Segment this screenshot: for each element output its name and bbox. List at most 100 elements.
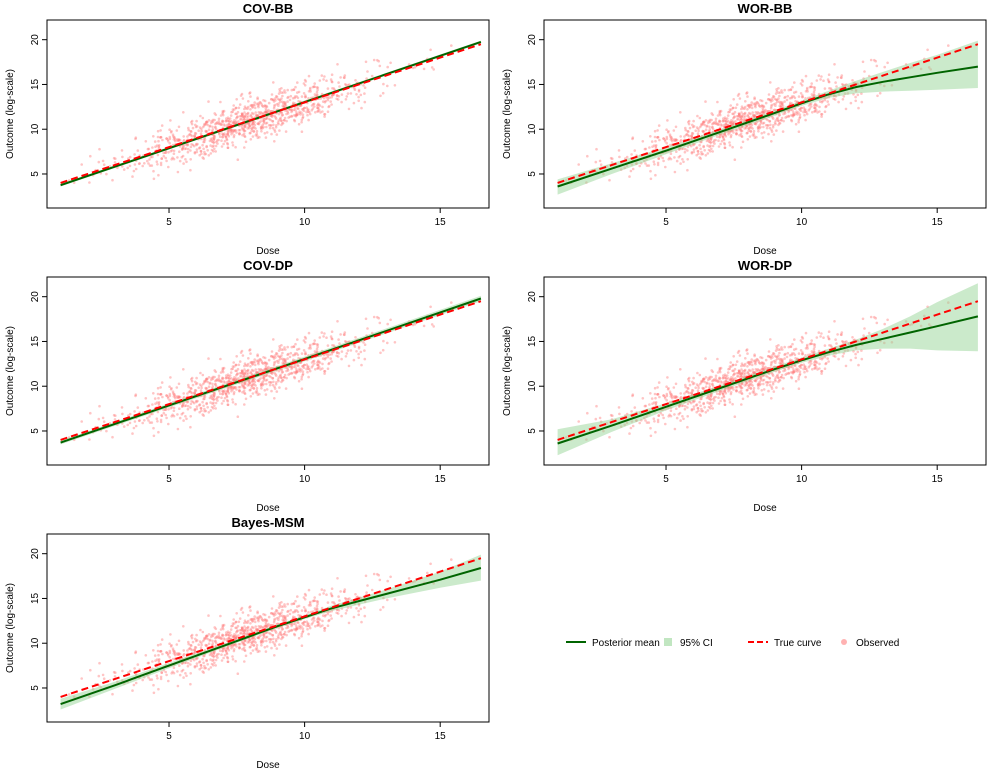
observed-point: [232, 378, 235, 381]
observed-point: [808, 342, 812, 346]
observed-point: [362, 84, 365, 87]
observed-point: [746, 115, 750, 118]
observed-point: [826, 335, 830, 338]
observed-point: [732, 98, 735, 101]
observed-point: [836, 333, 839, 336]
observed-point: [265, 116, 269, 119]
observed-point: [344, 83, 348, 87]
observed-point: [284, 130, 288, 133]
observed-point: [713, 379, 717, 382]
observed-point: [816, 368, 819, 371]
observed-point: [771, 125, 775, 129]
observed-point: [793, 113, 796, 117]
observed-point: [235, 117, 238, 120]
observed-point: [150, 421, 154, 424]
observed-point: [705, 139, 709, 143]
observed-point: [742, 115, 745, 118]
observed-point: [264, 650, 268, 653]
observed-point: [209, 137, 213, 141]
observed-point: [245, 372, 248, 375]
observed-point: [662, 137, 665, 140]
observed-point: [706, 152, 710, 155]
observed-point: [722, 117, 725, 120]
observed-point: [301, 364, 305, 368]
observed-point: [152, 649, 155, 652]
panel-title: WOR-BB: [738, 1, 793, 16]
observed-point: [662, 159, 665, 163]
observed-point: [243, 375, 246, 378]
observed-point: [221, 370, 225, 374]
observed-point: [316, 86, 320, 89]
observed-point: [286, 369, 290, 372]
observed-point: [236, 110, 240, 114]
observed-point: [336, 577, 339, 580]
observed-point: [308, 88, 312, 91]
observed-point: [746, 95, 749, 98]
observed-point: [275, 103, 279, 106]
observed-point: [656, 393, 660, 396]
observed-point: [280, 111, 283, 114]
observed-point: [328, 618, 331, 622]
observed-point: [303, 335, 307, 339]
observed-point: [312, 102, 316, 106]
observed-point: [159, 136, 163, 139]
observed-point: [801, 95, 804, 99]
observed-point: [293, 96, 297, 100]
observed-point: [146, 416, 149, 420]
observed-point: [335, 97, 339, 101]
observed-point: [238, 132, 241, 136]
observed-point: [285, 109, 289, 112]
observed-point: [844, 107, 848, 111]
observed-point: [89, 668, 92, 672]
observed-point: [277, 112, 281, 116]
observed-point: [724, 119, 728, 123]
observed-point: [172, 409, 176, 413]
observed-point: [241, 354, 245, 357]
observed-point: [224, 135, 228, 139]
observed-point: [134, 136, 138, 139]
observed-point: [662, 137, 665, 140]
observed-point: [177, 125, 181, 129]
observed-point: [203, 140, 206, 144]
observed-point: [710, 404, 713, 408]
observed-point: [288, 355, 292, 359]
observed-point: [120, 406, 124, 409]
observed-point: [366, 327, 369, 330]
observed-point: [250, 127, 253, 130]
observed-point: [256, 122, 260, 126]
observed-point: [257, 102, 260, 105]
observed-point: [357, 347, 361, 350]
observed-point: [246, 112, 249, 116]
observed-point: [274, 117, 278, 120]
observed-point: [203, 150, 206, 154]
observed-point: [799, 339, 803, 342]
observed-point: [827, 330, 831, 334]
observed-point: [761, 136, 765, 139]
observed-point: [684, 126, 687, 130]
observed-point: [193, 665, 197, 669]
observed-point: [304, 609, 308, 613]
observed-point: [810, 82, 813, 85]
observed-point: [219, 379, 222, 382]
observed-point: [218, 649, 222, 652]
observed-point: [756, 111, 760, 114]
observed-point: [230, 128, 233, 132]
observed-point: [641, 140, 645, 143]
observed-point: [778, 91, 782, 94]
observed-point: [307, 118, 310, 122]
observed-point: [701, 130, 705, 133]
observed-point: [770, 105, 773, 108]
observed-point: [273, 397, 276, 400]
observed-point: [245, 112, 248, 116]
observed-point: [630, 410, 633, 413]
observed-point: [757, 103, 760, 106]
observed-point: [201, 413, 204, 416]
true-curve-line: [60, 43, 482, 184]
observed-point: [281, 104, 285, 108]
observed-point: [253, 615, 256, 618]
observed-point: [252, 122, 255, 126]
observed-point: [751, 370, 755, 374]
observed-point: [280, 111, 283, 115]
observed-point: [255, 132, 258, 135]
observed-point: [785, 355, 789, 359]
